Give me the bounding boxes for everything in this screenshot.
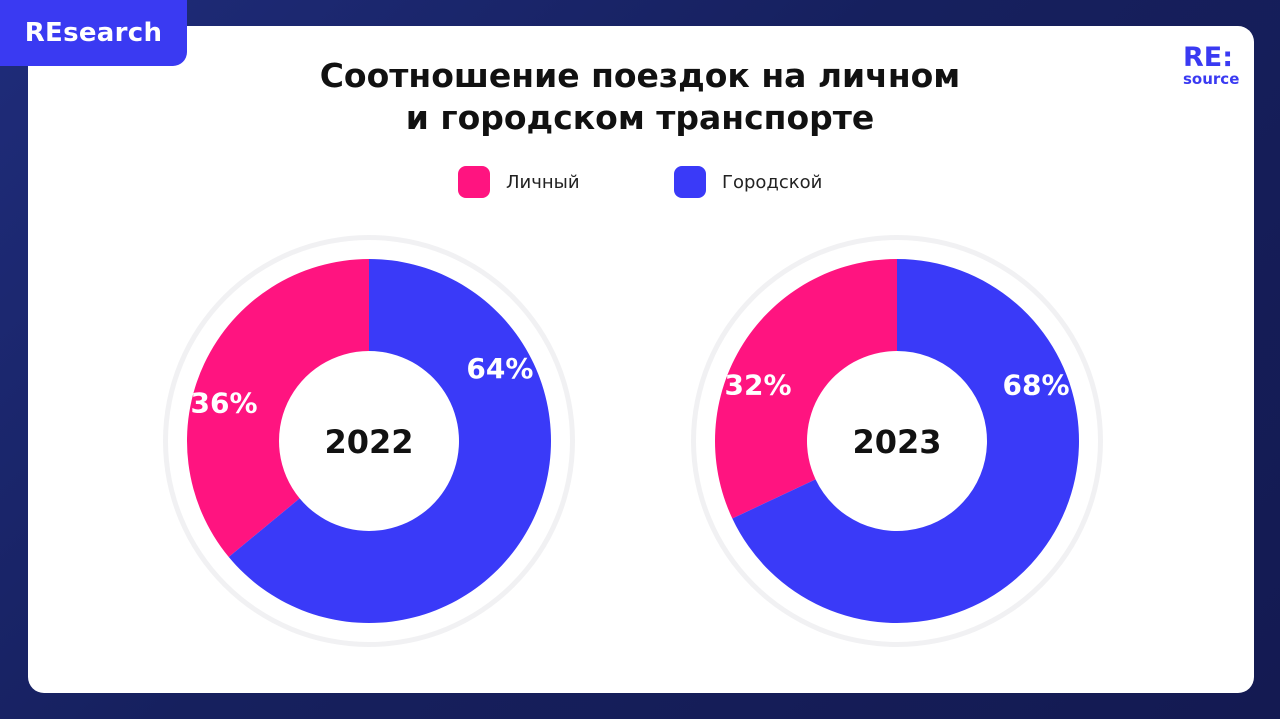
slice-personal-2022 [186, 259, 369, 558]
center-year-label: 2023 [852, 423, 941, 461]
slice-label-public: 68% [1003, 369, 1070, 402]
legend-item-personal: Личный [458, 166, 580, 198]
slice-public-2022 [228, 259, 551, 624]
slice-label-personal: 36% [191, 386, 258, 419]
title-line-2: и городском транспорте [405, 98, 875, 137]
center-year-label: 2022 [324, 423, 413, 461]
logo-bottom: source [1183, 70, 1240, 88]
legend-swatch-personal [458, 166, 490, 198]
logo-top: RE: [1183, 42, 1234, 73]
brand-tab: REsearch [0, 0, 187, 66]
legend-swatch-public [674, 166, 706, 198]
legend-label-personal: Личный [506, 171, 580, 193]
slice-public-2023 [732, 259, 1079, 623]
slice-label-public: 64% [466, 352, 533, 385]
legend-item-public: Городской [674, 166, 822, 198]
chart-title: Соотношение поездок на личном и городско… [0, 55, 1280, 139]
legend-label-public: Городской [722, 171, 823, 193]
title-line-1: Соотношение поездок на личном [319, 56, 961, 95]
slice-personal-2023 [715, 259, 897, 519]
resource-logo: RE: source [1183, 44, 1239, 87]
slice-label-personal: 32% [724, 369, 791, 402]
